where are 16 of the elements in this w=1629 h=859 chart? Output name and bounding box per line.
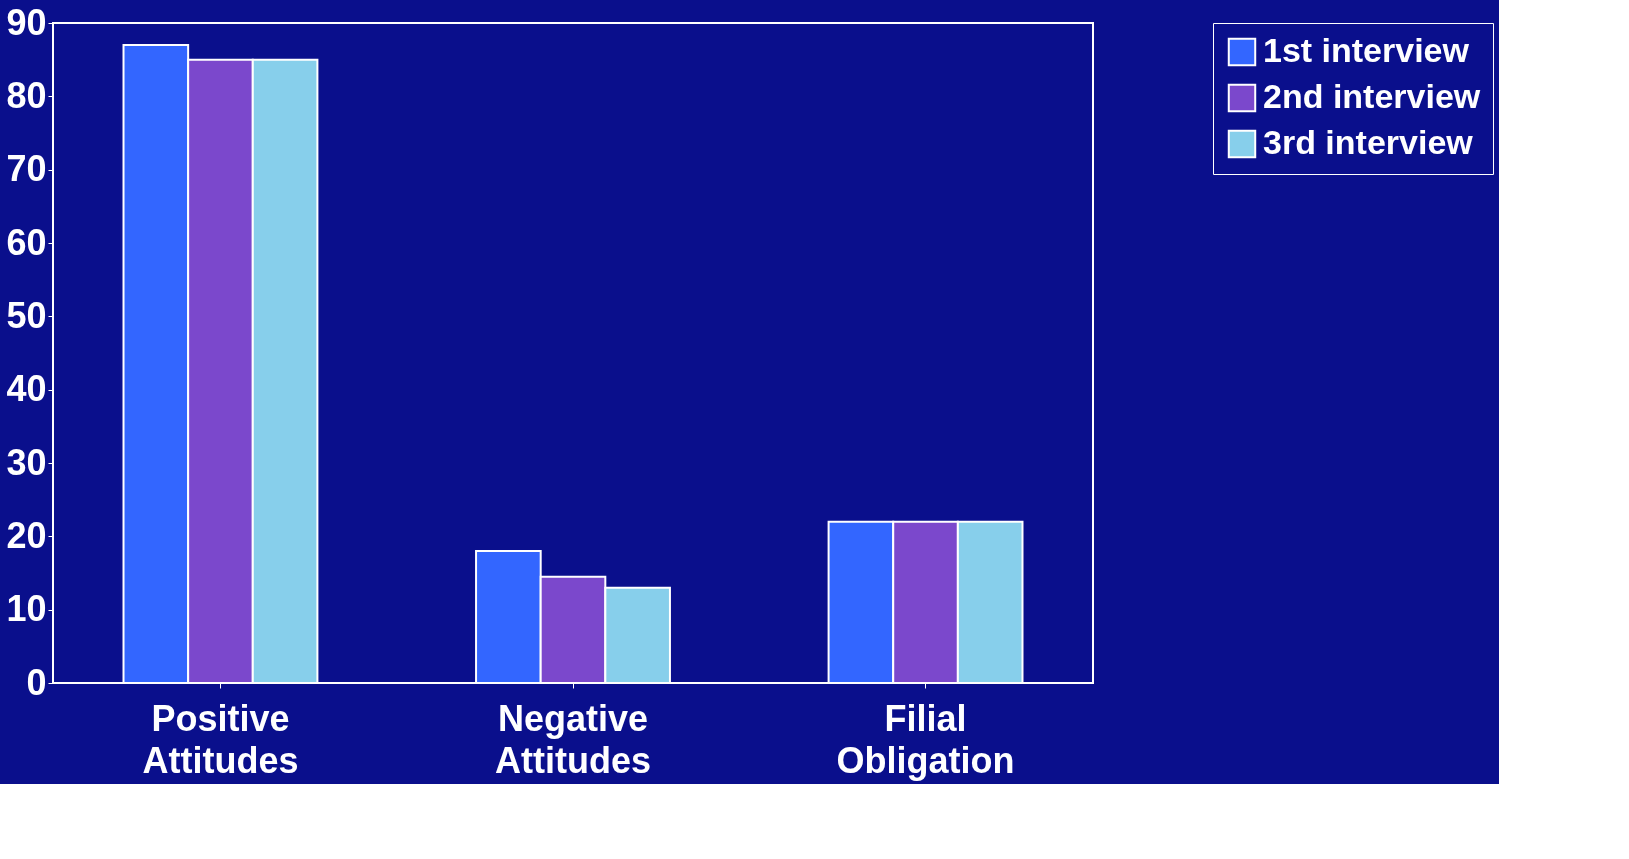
x-tick-label: Negative Attitudes <box>495 697 651 781</box>
y-tick-label: 30 <box>6 441 47 483</box>
legend-label: 2nd interview <box>1263 77 1481 115</box>
y-tick-label: 40 <box>6 368 47 410</box>
y-tick-label: 10 <box>6 588 47 630</box>
y-tick-label: 20 <box>6 514 47 556</box>
y-tick-label: 0 <box>26 661 47 703</box>
x-tick-label: Positive Attitudes <box>142 697 299 781</box>
y-tick-label: 80 <box>6 74 47 116</box>
y-tick-label: 60 <box>6 221 47 263</box>
legend-label: 1st interview <box>1263 31 1470 69</box>
y-tick-label: 70 <box>6 148 47 190</box>
x-tick-label: Filial Obligation <box>836 697 1015 781</box>
y-tick-label: 50 <box>6 294 47 336</box>
legend-label: 3rd interview <box>1263 123 1474 161</box>
y-tick-label: 90 <box>6 1 47 43</box>
